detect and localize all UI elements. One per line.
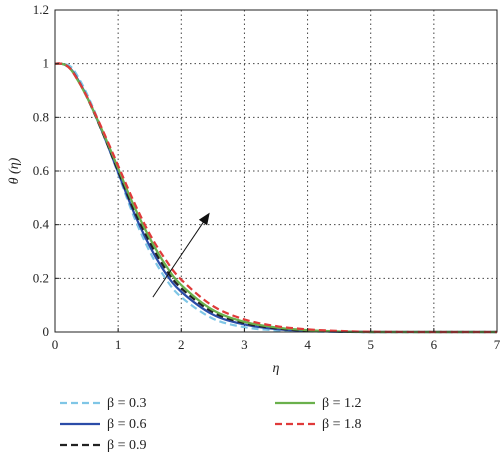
series-line-3 <box>54 62 497 334</box>
y-tick-label: 1.2 <box>33 2 49 17</box>
x-tick-label: 3 <box>241 337 248 352</box>
x-tick-label: 5 <box>367 337 374 352</box>
series-line-4 <box>54 62 498 334</box>
y-tick-label: 0.6 <box>33 163 50 178</box>
legend-label-4: β = 1.8 <box>322 417 362 432</box>
legend-label-3: β = 1.2 <box>322 396 362 411</box>
tick-group: 0 1 2 3 4 5 6 7 0 0.2 0.4 0.6 0.8 1 1.2 <box>33 2 500 352</box>
y-tick-label: 0.2 <box>33 270 49 285</box>
x-tick-label: 7 <box>494 337 500 352</box>
y-tick-label: 0.8 <box>33 109 49 124</box>
grid <box>55 10 497 332</box>
y-tick-label: 0.4 <box>33 217 50 232</box>
x-tick-label: 0 <box>52 337 59 352</box>
series-line-0 <box>54 62 497 334</box>
legend-label-1: β = 0.6 <box>107 417 147 432</box>
y-tick-label: 0 <box>43 324 50 339</box>
series-line-1 <box>54 62 497 334</box>
x-tick-label: 2 <box>178 337 185 352</box>
y-tick-label: 1 <box>43 56 50 71</box>
legend-label-0: β = 0.3 <box>107 396 147 411</box>
arrow-shaft <box>152 219 206 298</box>
y-axis-label: θ (η) <box>7 157 22 184</box>
series-group <box>54 62 498 334</box>
x-tick-label: 6 <box>431 337 438 352</box>
x-tick-label: 1 <box>115 337 122 352</box>
legend: β = 0.3 β = 0.6 β = 0.9 β = 1.2 β = 1.8 <box>60 396 362 453</box>
x-tick-label: 4 <box>304 337 311 352</box>
trend-arrow <box>152 212 210 298</box>
arrow-head <box>198 212 210 226</box>
x-axis-label: η <box>273 361 280 376</box>
legend-label-2: β = 0.9 <box>107 438 147 453</box>
series-line-2 <box>54 62 497 334</box>
